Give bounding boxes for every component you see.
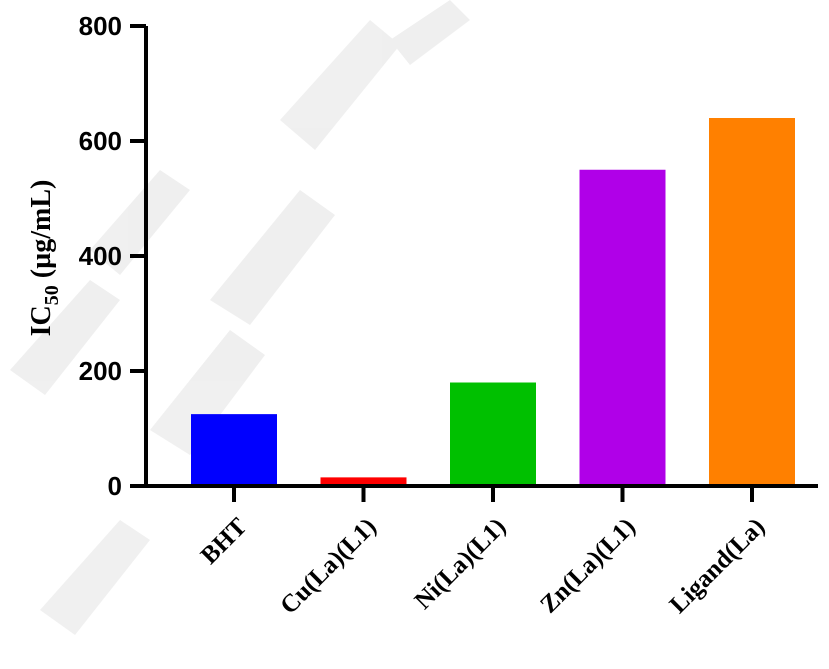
x-tick-label: Cu(La)(L1)	[275, 513, 381, 619]
bar-cu-la-l1	[320, 477, 407, 486]
x-tick-label: Ni(La)(L1)	[410, 513, 512, 615]
x-tick-label: Zn(La)(L1)	[535, 513, 641, 619]
x-ticks-layer: BHT Cu(La)(L1) Ni(La)(L1) Zn(La)(L1) Ligand(…	[196, 486, 770, 620]
y-axis-label-subscript: 50	[41, 285, 63, 305]
y-ticks-layer: 0 200 400 600 800	[79, 11, 146, 501]
x-tick-label: Ligand(La)	[665, 513, 771, 619]
y-tick-label: 0	[108, 471, 122, 501]
y-tick-label: 400	[79, 241, 122, 271]
bar-ligand-la	[709, 118, 795, 486]
bar-zn-la-l1	[579, 169, 666, 486]
bars-layer	[191, 118, 795, 486]
y-tick-label: 800	[79, 11, 122, 41]
y-axis-label-main: IC	[26, 305, 57, 336]
x-tick-label: BHT	[196, 513, 253, 570]
bar-bht	[191, 414, 277, 486]
y-tick-label: 200	[79, 356, 122, 386]
y-tick-label: 600	[79, 126, 122, 156]
y-axis-label-unit: (µg/mL)	[26, 180, 57, 286]
y-axis-label: IC50 (µg/mL)	[26, 180, 63, 337]
bar-ni-la-l1	[450, 382, 536, 486]
